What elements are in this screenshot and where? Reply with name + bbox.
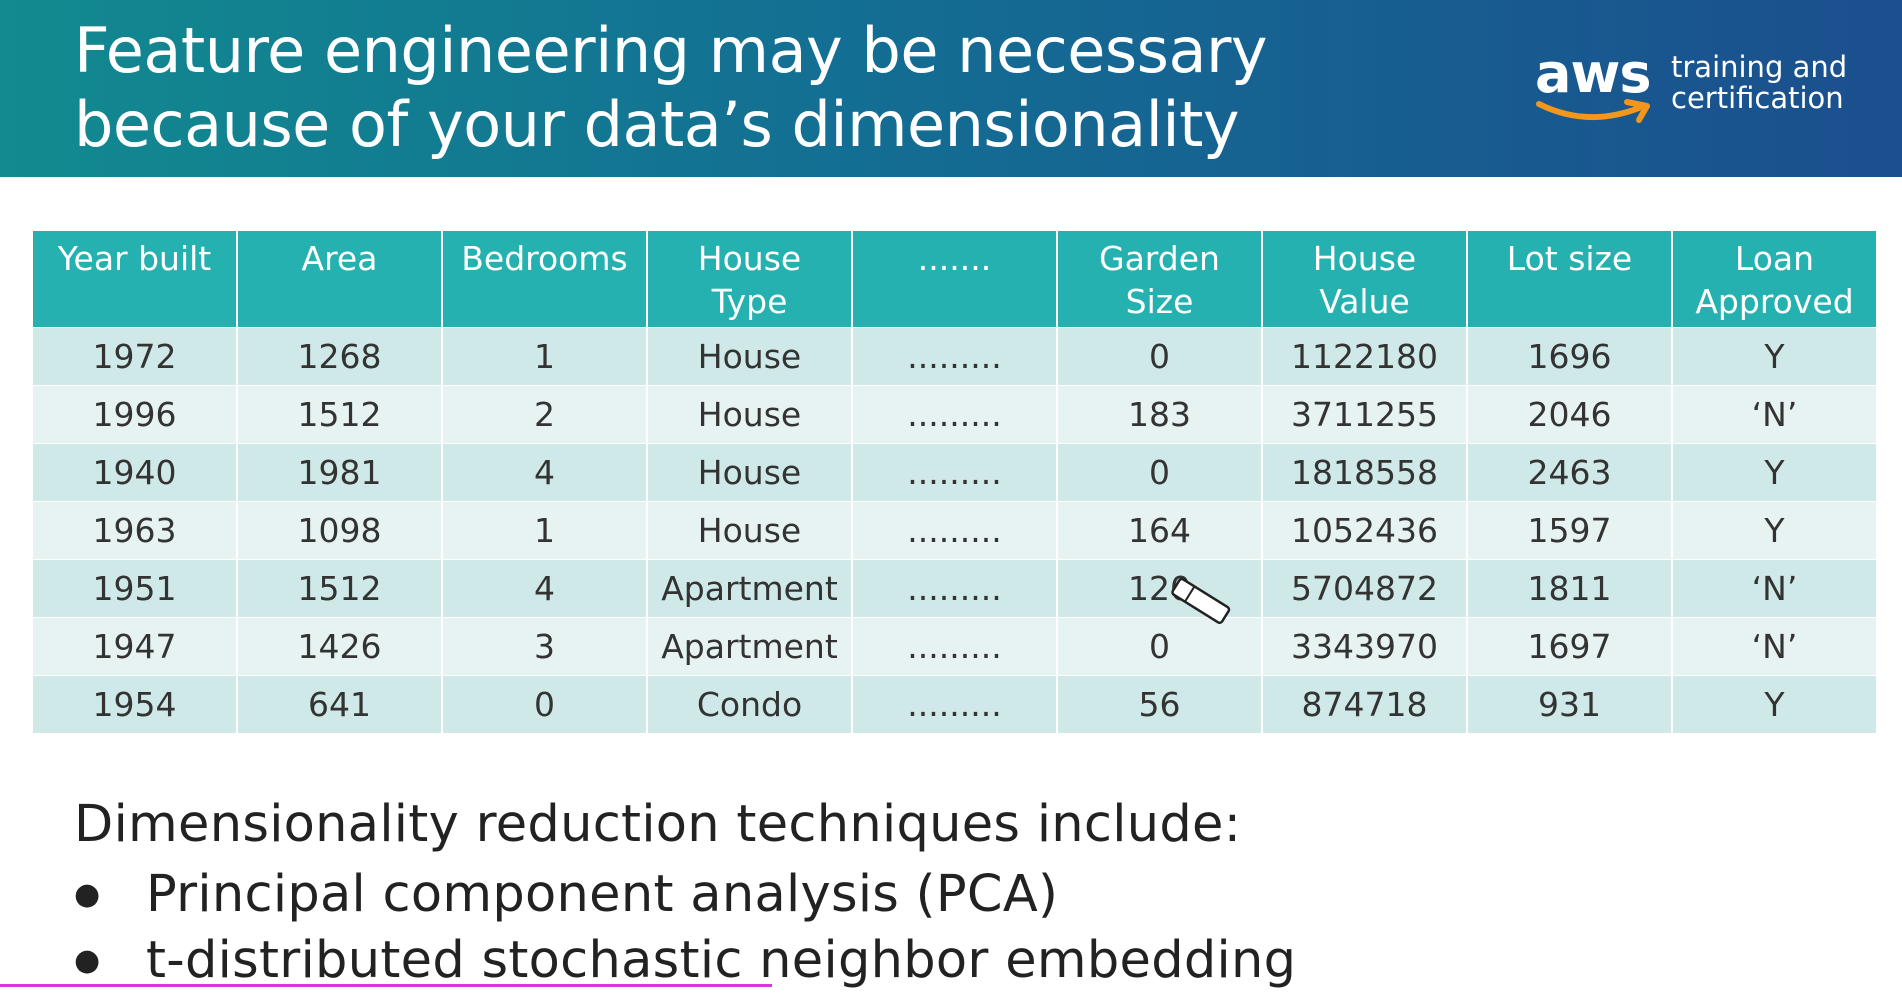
techniques-intro: Dimensionality reduction techniques incl… [74, 795, 1242, 854]
table-cell: 1963 [33, 501, 238, 559]
table-cell: 1512 [238, 559, 443, 617]
table-cell: 931 [1468, 675, 1673, 733]
aws-tagline: training and certification [1671, 52, 1847, 114]
table-cell: 120 [1058, 559, 1263, 617]
slide-header: Feature engineering may be necessary bec… [0, 0, 1902, 177]
table-cell: 1122180 [1263, 327, 1468, 385]
table-cell: 3343970 [1263, 617, 1468, 675]
table-cell: 0 [1058, 327, 1263, 385]
column-header: Garden Size [1058, 231, 1263, 327]
aws-smile-icon [1536, 99, 1650, 123]
column-header: Bedrooms [443, 231, 648, 327]
column-header: Loan Approved [1673, 231, 1876, 327]
table-cell: 5704872 [1263, 559, 1468, 617]
table-cell: 1268 [238, 327, 443, 385]
table-cell: 1098 [238, 501, 443, 559]
table-cell: ‘N’ [1673, 617, 1876, 675]
bullet-dot-icon: ● [74, 877, 101, 912]
table-row: 1947 1426 3 Apartment......... 0 3343970 1697 ‘… [33, 617, 1876, 675]
table-cell: 0 [1058, 617, 1263, 675]
table-cell: ......... [853, 675, 1058, 733]
table-cell: 1052436 [1263, 501, 1468, 559]
table-row: 1996 1512 2 House......... 183 3711255 2046 ‘N’ [33, 385, 1876, 443]
housing-data-table: Year built Area Bedrooms House Type....... Ga… [33, 231, 1876, 733]
table-cell: 1 [443, 327, 648, 385]
table-cell: 1426 [238, 617, 443, 675]
table-cell: 1697 [1468, 617, 1673, 675]
table-cell: 1818558 [1263, 443, 1468, 501]
aws-logo-word: aws [1535, 42, 1651, 105]
table-row: 1972 1268 1 House......... 0 1122180 1696 Y [33, 327, 1876, 385]
table-cell: ‘N’ [1673, 559, 1876, 617]
table-cell: 2463 [1468, 443, 1673, 501]
table-cell: ......... [853, 385, 1058, 443]
table-cell: House [648, 327, 853, 385]
table-cell: ......... [853, 443, 1058, 501]
table-row: 1940 1981 4 House......... 0 1818558 2463 Y [33, 443, 1876, 501]
slide-title-line-2: because of your data’s dimensionality [74, 88, 1240, 161]
table-cell: ......... [853, 617, 1058, 675]
table-cell: Apartment [648, 559, 853, 617]
table-cell: 164 [1058, 501, 1263, 559]
table-cell: 874718 [1263, 675, 1468, 733]
aws-tagline-line-2: certification [1671, 81, 1844, 115]
table-cell: House [648, 385, 853, 443]
bullet-dot-icon: ● [74, 943, 101, 978]
table-cell: 1947 [33, 617, 238, 675]
table-cell: 1597 [1468, 501, 1673, 559]
table-cell: 3 [443, 617, 648, 675]
aws-tagline-line-1: training and [1671, 50, 1848, 84]
table-cell: 1954 [33, 675, 238, 733]
table-cell: 4 [443, 443, 648, 501]
table-cell: 0 [1058, 443, 1263, 501]
table-cell: Y [1673, 443, 1876, 501]
table-cell: 0 [443, 675, 648, 733]
slide-title: Feature engineering may be necessary bec… [74, 14, 1268, 162]
table-cell: 1996 [33, 385, 238, 443]
technique-label: Principal component analysis (PCA) [146, 865, 1059, 924]
table-body: 1972 1268 1 House......... 0 1122180 1696 Y 1996… [33, 327, 1876, 733]
aws-logo: aws training and certification [1535, 44, 1865, 134]
column-header: House Type [648, 231, 853, 327]
column-header: Year built [33, 231, 238, 327]
table-cell: 56 [1058, 675, 1263, 733]
table-cell: House [648, 501, 853, 559]
column-header: House Value [1263, 231, 1468, 327]
column-header: ....... [853, 231, 1058, 327]
table-row: 1954 641 0 Condo......... 56 874718 931 Y [33, 675, 1876, 733]
table-cell: 183 [1058, 385, 1263, 443]
table-cell: 641 [238, 675, 443, 733]
column-header: Lot size [1468, 231, 1673, 327]
table-cell: 1512 [238, 385, 443, 443]
table-cell: 1972 [33, 327, 238, 385]
table-cell: 1940 [33, 443, 238, 501]
table-row: 1963 1098 1 House......... 164 1052436 1597 Y [33, 501, 1876, 559]
table-cell: 1951 [33, 559, 238, 617]
table-cell: 3711255 [1263, 385, 1468, 443]
column-header: Area [238, 231, 443, 327]
table-cell: 1 [443, 501, 648, 559]
table-cell: 2046 [1468, 385, 1673, 443]
table-cell: House [648, 443, 853, 501]
table-cell: Condo [648, 675, 853, 733]
eraser-pointer-icon [1171, 577, 1231, 625]
technique-label: t-distributed stochastic neighbor embedd… [146, 931, 1297, 990]
table-cell: 1696 [1468, 327, 1673, 385]
table-cell: ......... [853, 501, 1058, 559]
table-row: 1951 1512 4 Apartment......... 120 5704872 181… [33, 559, 1876, 617]
table-cell: ......... [853, 327, 1058, 385]
table-cell: Y [1673, 327, 1876, 385]
slide-title-line-1: Feature engineering may be necessary [74, 14, 1268, 87]
video-progress-line [0, 984, 772, 987]
table-cell: 4 [443, 559, 648, 617]
table-cell: 2 [443, 385, 648, 443]
table-cell: ......... [853, 559, 1058, 617]
table-cell: Apartment [648, 617, 853, 675]
table-cell: Y [1673, 675, 1876, 733]
table-cell: ‘N’ [1673, 385, 1876, 443]
table-cell: 1981 [238, 443, 443, 501]
table-header-row: Year built Area Bedrooms House Type....... Ga… [33, 231, 1876, 327]
table-cell: Y [1673, 501, 1876, 559]
table-cell: 1811 [1468, 559, 1673, 617]
